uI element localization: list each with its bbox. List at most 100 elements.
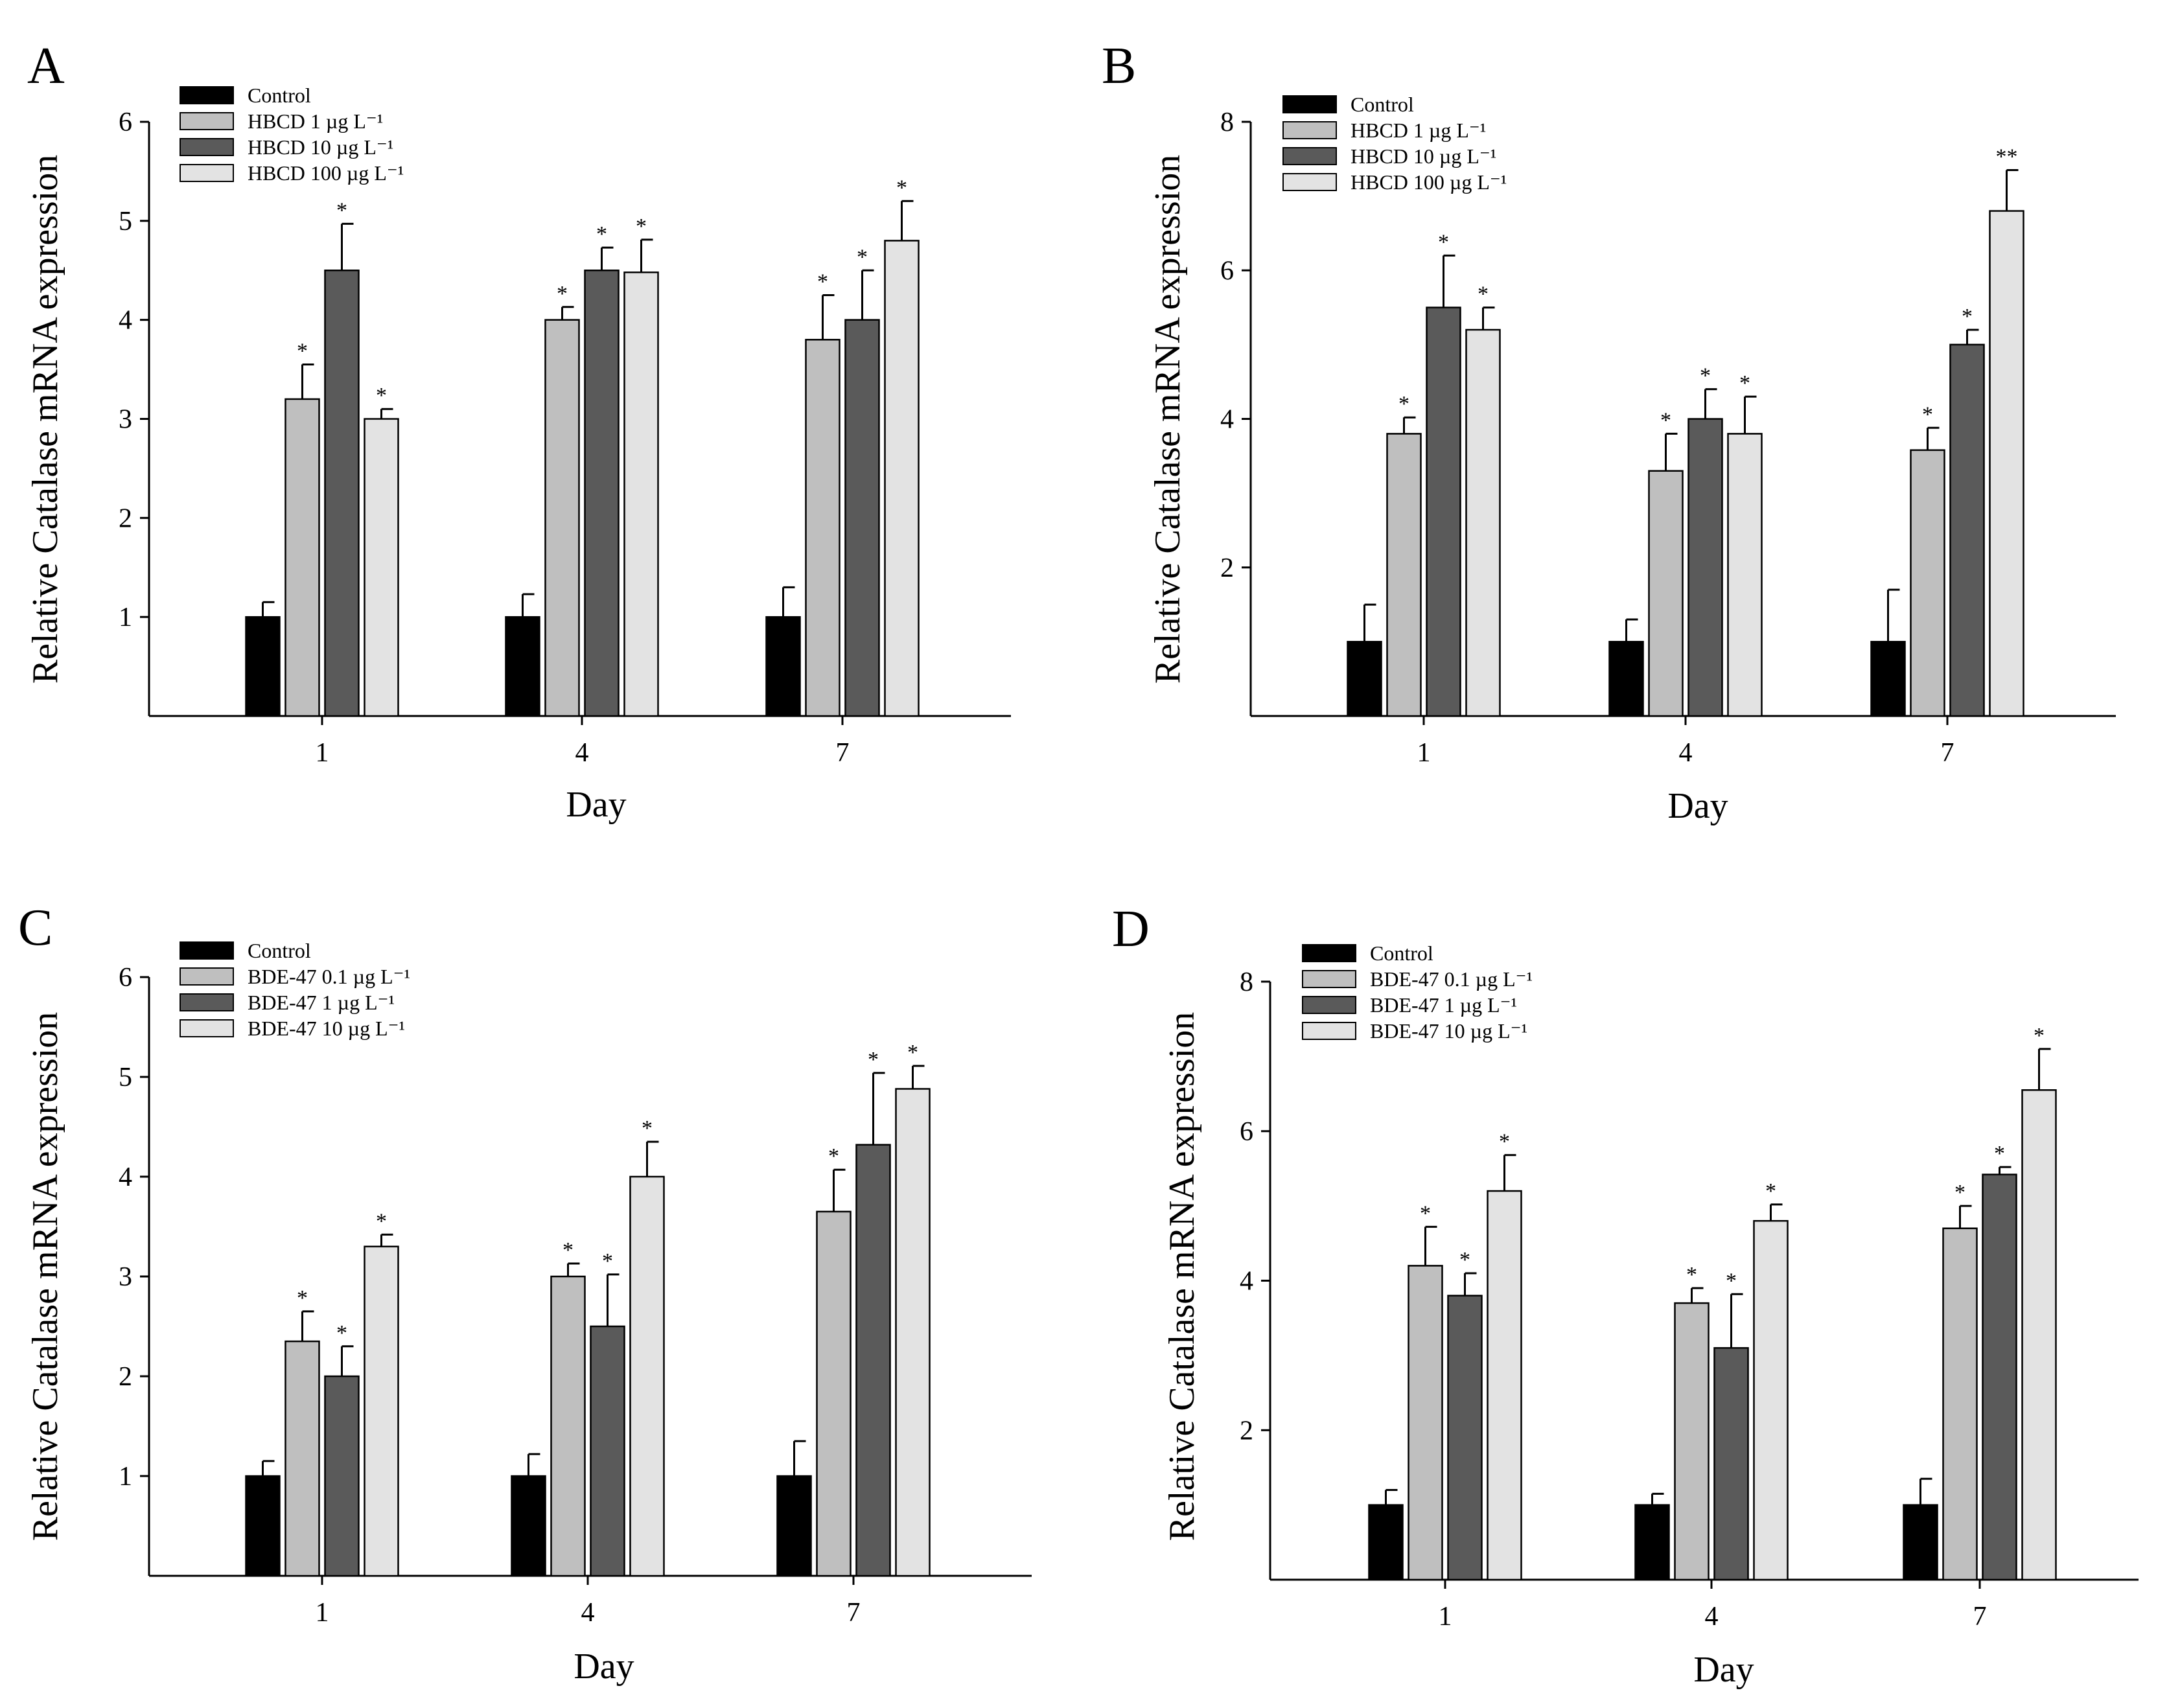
legend-label: BDE-47 0.1 µg L⁻¹ [248, 965, 410, 988]
significance-mark: * [817, 270, 828, 294]
bar-control-day-4 [511, 1475, 546, 1577]
significance-mark: * [828, 1144, 839, 1168]
legend-swatch-level3 [1282, 173, 1337, 191]
bar-control-day-1 [1368, 1504, 1404, 1581]
panel-letter: A [27, 38, 65, 95]
x-tick-label: 7 [847, 1598, 861, 1628]
y-axis-title: Relative Catalase mRNA expression [1162, 1012, 1202, 1541]
significance-mark: * [1438, 230, 1449, 254]
panel-letter: C [18, 899, 52, 956]
legend-label: BDE-47 10 µg L⁻¹ [248, 1017, 405, 1040]
significance-mark: * [602, 1249, 613, 1273]
significance-mark: * [636, 214, 647, 238]
significance-mark: * [642, 1116, 653, 1140]
bar-level3-day-4 [1727, 433, 1763, 717]
y-tick-label: 8 [1240, 967, 1253, 997]
legend-swatch-level2 [1282, 147, 1337, 165]
significance-mark: * [297, 1286, 308, 1310]
legend-label: Control [1370, 941, 1433, 965]
bar-control-day-1 [1347, 641, 1382, 717]
y-tick-label: 4 [1220, 405, 1234, 435]
significance-mark: * [1994, 1142, 2005, 1166]
legend-swatch-control [1302, 944, 1356, 962]
bar-level1-day-4 [550, 1275, 586, 1577]
bar-level2-day-7 [1982, 1173, 2017, 1581]
bar-level2-day-1 [1447, 1295, 1483, 1581]
significance-mark: * [896, 176, 907, 200]
y-tick-label: 1 [119, 603, 132, 632]
bar-level2-day-1 [1426, 306, 1461, 717]
legend-swatch-level3 [180, 1019, 234, 1037]
y-tick-label: 6 [119, 963, 132, 993]
x-tick-label: 1 [316, 738, 329, 768]
bar-level2-day-7 [855, 1144, 891, 1577]
significance-mark: * [1420, 1201, 1431, 1225]
legend-label: Control [1351, 93, 1414, 116]
bar-level3-day-1 [1465, 329, 1501, 717]
bar-control-day-4 [1634, 1504, 1670, 1581]
legend-label: BDE-47 0.1 µg L⁻¹ [1370, 967, 1533, 991]
bar-level2-day-4 [584, 270, 620, 717]
significance-mark: * [1459, 1248, 1470, 1272]
significance-mark: * [2034, 1024, 2045, 1048]
bar-level1-day-7 [816, 1210, 852, 1577]
significance-mark: ** [1996, 145, 2018, 169]
chart-panel-d: D 2 4 6 8 1 4 7 Day Relative Catalase mRNA expres… [1112, 901, 2139, 1690]
significance-mark: * [376, 1209, 387, 1233]
legend-label: BDE-47 1 µg L⁻¹ [248, 991, 395, 1014]
bar-level3-day-1 [364, 418, 399, 717]
significance-mark: * [857, 245, 868, 269]
bar-level3-day-7 [895, 1088, 931, 1577]
y-tick-label: 6 [1220, 256, 1234, 286]
significance-mark: * [1686, 1263, 1697, 1287]
bar-level3-day-1 [1487, 1190, 1522, 1581]
legend-swatch-level2 [180, 138, 234, 156]
y-tick-label: 2 [119, 1362, 132, 1392]
significance-mark: * [376, 384, 387, 408]
significance-mark: * [1478, 283, 1489, 306]
x-axis-title: Day [1667, 786, 1728, 826]
y-tick-label: 5 [119, 1063, 132, 1092]
chart-panel-c: C 1 2 3 4 5 6 1 4 7 Day Relative Catalase mRNA expr… [18, 899, 1032, 1687]
y-tick-label: 2 [119, 503, 132, 533]
bar-level1-day-7 [1942, 1227, 1978, 1581]
x-tick-label: 7 [1941, 738, 1954, 768]
bar-level3-day-4 [623, 271, 659, 717]
bar-control-day-7 [1903, 1504, 1938, 1581]
legend-swatch-level1 [1302, 970, 1356, 988]
bar-level2-day-7 [1949, 343, 1985, 717]
y-tick-label: 4 [119, 1162, 132, 1192]
significance-mark: * [1954, 1181, 1965, 1205]
x-tick-label: 4 [581, 1598, 595, 1628]
bar-level1-day-4 [1674, 1302, 1710, 1581]
significance-mark: * [297, 339, 308, 363]
significance-mark: * [1922, 402, 1933, 426]
significance-mark: * [1726, 1269, 1737, 1293]
y-tick-label: 2 [1220, 553, 1234, 583]
y-tick-label: 5 [119, 207, 132, 237]
bar-control-day-4 [505, 616, 540, 717]
significance-mark: * [1660, 408, 1671, 432]
chart-panel-b: B 2 4 6 8 1 4 7 Day Relative Catalase mRNA expres… [1102, 38, 2116, 826]
legend-label: HBCD 10 µg L⁻¹ [1351, 144, 1496, 168]
bar-control-day-7 [776, 1475, 812, 1577]
panel-letter: B [1102, 38, 1136, 95]
bar-level1-day-1 [284, 1340, 320, 1577]
legend-label: Control [248, 84, 311, 107]
bar-level3-day-7 [1989, 210, 2024, 717]
significance-mark: * [596, 222, 607, 246]
bar-control-day-7 [1870, 641, 1906, 717]
significance-mark: * [1398, 392, 1409, 416]
bar-level2-day-1 [324, 1375, 360, 1577]
y-tick-label: 8 [1220, 108, 1234, 137]
y-axis-title: Relative Catalase mRNA expression [25, 155, 65, 684]
bar-level1-day-7 [805, 338, 841, 717]
x-tick-label: 7 [836, 738, 850, 768]
bar-level3-day-4 [629, 1175, 665, 1577]
x-axis-title: Day [1693, 1650, 1754, 1690]
legend-swatch-level3 [180, 164, 234, 182]
y-tick-label: 6 [119, 108, 132, 137]
y-tick-label: 1 [119, 1462, 132, 1492]
bar-level3-day-4 [1753, 1219, 1789, 1581]
